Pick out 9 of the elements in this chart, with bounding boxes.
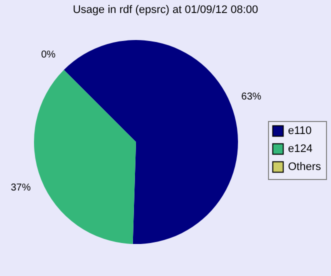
- data-label: 37%: [10, 182, 31, 194]
- text: 0%: [41, 49, 56, 60]
- chart-title: Usage in rdf (epsrc) at 01/09/12 08:00: [72, 4, 258, 16]
- legend-label: e124: [288, 143, 312, 155]
- pie-slice: [34, 70, 136, 244]
- pie-slice: [64, 40, 238, 244]
- legend-label: e110: [288, 125, 312, 137]
- data-label: 63%: [241, 91, 262, 102]
- legend-label: Others: [288, 161, 322, 173]
